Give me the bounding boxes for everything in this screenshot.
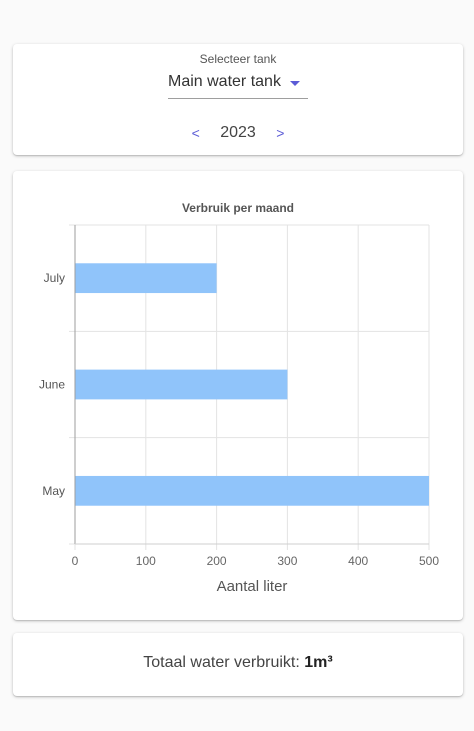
x-tick-label: 0 [72,554,79,568]
bar-june [75,370,287,400]
caret-down-icon [290,81,300,86]
tank-select-label: Selecteer tank [13,52,463,66]
next-year-button[interactable]: > [270,125,290,141]
tank-select-value: Main water tank [168,73,281,91]
x-tick-label: 500 [419,554,439,568]
previous-year-button[interactable]: < [186,125,206,141]
total-usage-card: Totaal water verbruikt: 1m³ [13,633,463,696]
tank-selector-card: Selecteer tank Main water tank < 2023 > [13,44,463,155]
tank-select-dropdown[interactable]: Main water tank [168,68,308,99]
total-usage-value: 1m³ [304,654,332,671]
bar-may [75,476,429,506]
bar-july [75,263,217,293]
year-navigator: < 2023 > [13,124,463,146]
y-category-label: June [39,378,65,392]
y-category-label: May [42,484,65,498]
x-tick-label: 400 [348,554,368,568]
year-value: 2023 [220,124,256,142]
x-tick-label: 200 [207,554,227,568]
x-axis-label: Aantal liter [217,578,288,595]
x-tick-label: 100 [136,554,156,568]
y-category-label: July [44,271,65,285]
chart-title: Verbruik per maand [182,201,294,215]
usage-chart-card: Verbruik per maand 0 100 200 300 400 500 July Ju… [13,171,463,620]
usage-bar-chart: Verbruik per maand 0 100 200 300 400 500 July Ju… [13,171,463,620]
total-usage-label: Totaal water verbruikt: [143,654,300,671]
x-tick-label: 300 [277,554,297,568]
total-usage: Totaal water verbruikt: 1m³ [13,654,463,672]
